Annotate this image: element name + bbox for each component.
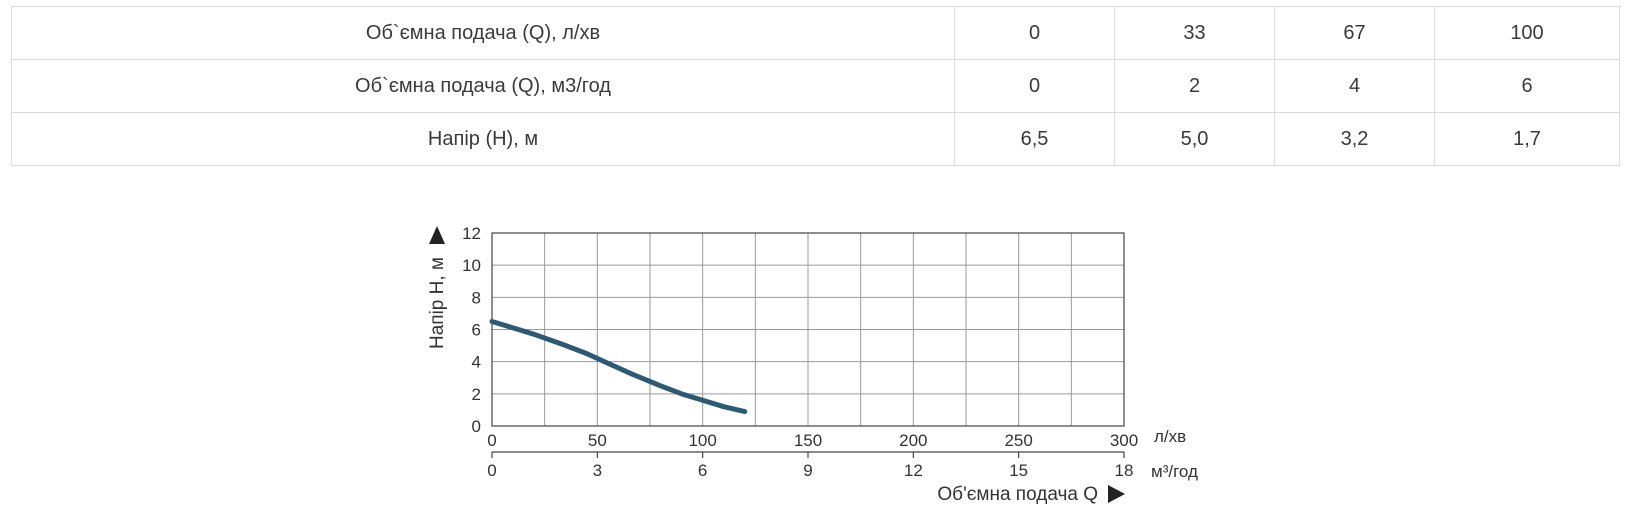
y-tick-label: 10 (462, 256, 481, 275)
x-axis-primary-unit: л/хв (1154, 427, 1186, 446)
x2-tick-label: 15 (1009, 461, 1028, 480)
table-cell: 0 (954, 59, 1115, 113)
row-label: Напір (H), м (11, 112, 955, 166)
spec-table: Об`ємна подача (Q), л/хв 0 33 67 100 Об`… (11, 6, 1620, 166)
x-axis-tick-labels: 0 50 100 150 200 250 300 0 3 6 9 12 15 18 (487, 431, 1138, 480)
x2-tick-label: 3 (593, 461, 602, 480)
x-tick-label: 50 (588, 431, 607, 450)
y-axis-label: Напір H, м (427, 257, 448, 349)
x-axis-label: Об'ємна подача Q (937, 484, 1098, 505)
table-cell: 0 (954, 6, 1115, 60)
x-axis-secondary-unit: м³/год (1151, 462, 1198, 481)
plot-frame (491, 232, 1125, 427)
y-axis-arrow-icon (429, 226, 445, 244)
x-tick-label: 300 (1110, 431, 1138, 450)
table-cell: 100 (1434, 6, 1620, 60)
table-cell: 6,5 (954, 112, 1115, 166)
row-label: Об`ємна подача (Q), м3/год (11, 59, 955, 113)
table-cell: 1,7 (1434, 112, 1620, 166)
table-row: Об`ємна подача (Q), л/хв 0 33 67 100 (11, 6, 1620, 60)
table-cell: 3,2 (1274, 112, 1435, 166)
table-row: Напір (H), м 6,5 5,0 3,2 1,7 (11, 112, 1620, 166)
x2-tick-label: 18 (1115, 461, 1134, 480)
chart-background (410, 190, 1210, 510)
table-row: Об`ємна подача (Q), м3/год 0 2 4 6 (11, 59, 1620, 113)
series-group (489, 318, 748, 415)
series-line (489, 318, 748, 415)
x-axis-arrow-icon (1108, 485, 1125, 503)
y-axis-ticks: 0 2 4 6 8 10 12 (462, 224, 481, 436)
x2-tick-label: 9 (803, 461, 812, 480)
y-tick-label: 4 (472, 353, 481, 372)
x-axis-primary (491, 451, 1125, 458)
chart-grid (492, 233, 1124, 426)
y-tick-label: 6 (472, 321, 481, 340)
x-tick-label: 250 (1004, 431, 1032, 450)
y-tick-label: 8 (472, 288, 481, 307)
y-tick-label: 12 (462, 224, 481, 243)
x-tick-label: 150 (794, 431, 822, 450)
y-tick-label: 2 (472, 385, 481, 404)
table-cell: 5,0 (1114, 112, 1275, 166)
row-label: Об`ємна подача (Q), л/хв (11, 6, 955, 60)
x2-tick-label: 6 (698, 461, 707, 480)
x2-tick-label: 12 (904, 461, 923, 480)
x-tick-label: 100 (688, 431, 716, 450)
x2-tick-label: 0 (487, 461, 496, 480)
x-tick-label: 0 (487, 431, 496, 450)
y-tick-label: 0 (472, 417, 481, 436)
x-tick-label: 200 (899, 431, 927, 450)
